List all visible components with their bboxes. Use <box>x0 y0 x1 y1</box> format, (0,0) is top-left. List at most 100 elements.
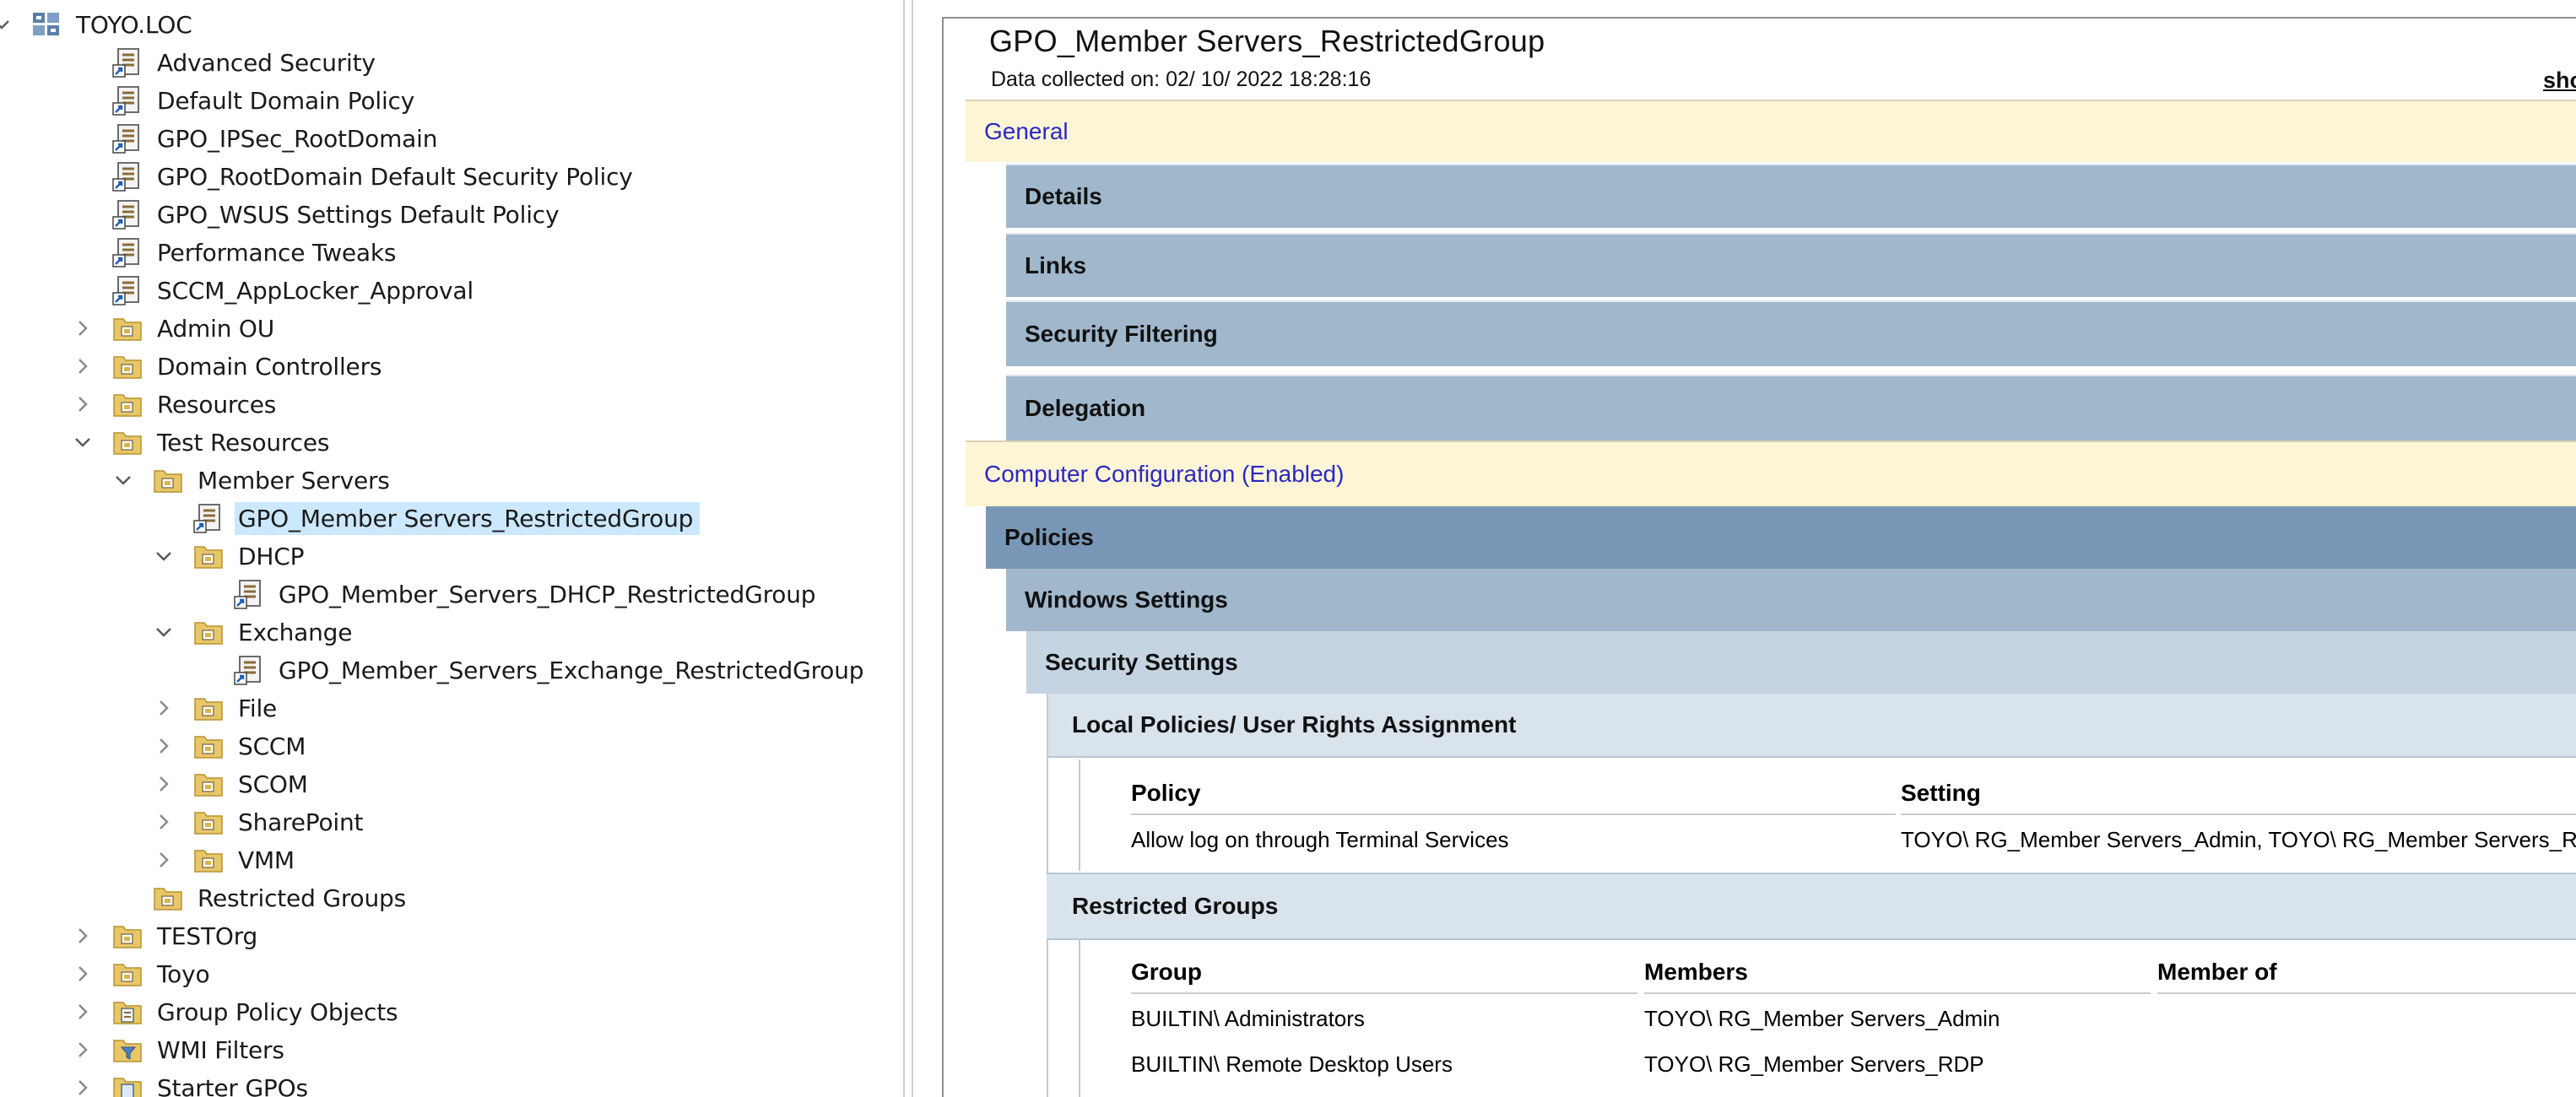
tree-item-gpo-ipsec-rootdomain[interactable]: GPO_IPSec_RootDomain <box>111 120 444 157</box>
chevron-down-icon[interactable] <box>73 432 93 452</box>
section-security-settings[interactable]: Security Settings <box>1026 631 2576 694</box>
tree-item-label[interactable]: DHCP <box>238 542 305 570</box>
tree-item-label[interactable]: Test Resources <box>157 428 330 457</box>
tree-item-sccm-applocker-approval[interactable]: SCCM_AppLocker_Approval <box>111 272 480 309</box>
chevron-right-icon[interactable] <box>73 394 93 414</box>
tree-item-gpo-member-servers-restrictedgroup[interactable]: GPO_Member Servers_RestrictedGroup <box>192 500 701 537</box>
tree-item-label[interactable]: GPO_Member Servers_RestrictedGroup <box>235 501 701 535</box>
tree-item-scom[interactable]: SCOM <box>160 765 315 802</box>
tree-item-sccm[interactable]: SCCM <box>160 727 312 765</box>
section-details-label[interactable]: Details <box>1025 183 1102 209</box>
chevron-right-icon[interactable] <box>73 356 93 376</box>
section-security-settings-label[interactable]: Security Settings <box>1045 649 1238 675</box>
section-general-label[interactable]: General <box>984 118 1069 144</box>
tree-item-label[interactable]: Default Domain Policy <box>157 86 415 115</box>
tree-item-label[interactable]: TESTOrg <box>157 921 258 950</box>
chevron-right-icon[interactable] <box>154 812 174 832</box>
tree-item-label[interactable]: Exchange <box>238 618 353 646</box>
section-delegation-label[interactable]: Delegation <box>1025 395 1146 421</box>
tree-item-testorg[interactable]: TESTOrg <box>78 917 264 954</box>
tree-item-label[interactable]: GPO_Member_Servers_DHCP_RestrictedGroup <box>279 580 816 608</box>
chevron-down-icon[interactable] <box>113 470 133 490</box>
chevron-right-icon[interactable] <box>154 850 174 870</box>
tree-item-dhcp[interactable]: DHCP <box>156 538 311 575</box>
tree-item-resources[interactable]: Resources <box>78 386 283 423</box>
tree-item-toyo-loc[interactable]: TOYO.LOC <box>0 6 199 43</box>
section-security-filtering-label[interactable]: Security Filtering <box>1025 321 1218 347</box>
tree-item-label[interactable]: Performance Tweaks <box>157 238 397 267</box>
section-general[interactable]: General <box>966 100 2576 162</box>
gpo-tree-pane[interactable]: TOYO.LOC Advanced Security Default Domain … <box>0 0 896 1097</box>
tree-item-label[interactable]: Group Policy Objects <box>157 997 398 1026</box>
tree-item-wmi-filters[interactable]: WMI Filters <box>78 1031 291 1068</box>
gpo-report-pane[interactable]: GPO_Member Servers_RestrictedGroup Data … <box>935 0 2576 1097</box>
tree-item-group-policy-objects[interactable]: Group Policy Objects <box>78 993 404 1030</box>
tree-item-exchange[interactable]: Exchange <box>156 613 359 651</box>
tree-item-label[interactable]: GPO_WSUS Settings Default Policy <box>157 200 560 229</box>
chevron-down-icon[interactable] <box>154 546 174 566</box>
chevron-right-icon[interactable] <box>73 926 93 946</box>
chevron-right-icon[interactable] <box>73 1078 93 1097</box>
tree-item-gpo-wsus-settings-default-policy[interactable]: GPO_WSUS Settings Default Policy <box>111 196 566 233</box>
tree-item-restricted-groups[interactable]: Restricted Groups <box>152 879 413 916</box>
tree-item-test-resources[interactable]: Test Resources <box>75 424 336 461</box>
tree-item-label[interactable]: SCOM <box>238 770 308 798</box>
tree-item-label[interactable]: Admin OU <box>157 314 275 343</box>
tree-item-gpo-member-servers-exchange-restrictedgroup[interactable]: GPO_Member_Servers_Exchange_RestrictedGr… <box>233 651 870 689</box>
section-links-label[interactable]: Links <box>1025 252 1087 278</box>
tree-item-label[interactable]: Restricted Groups <box>198 884 406 912</box>
section-policies[interactable]: Policies <box>986 506 2576 569</box>
chevron-down-icon[interactable] <box>0 14 12 35</box>
tree-item-toyo[interactable]: Toyo <box>78 955 216 992</box>
section-user-rights-assignment[interactable]: Local Policies/ User Rights Assignment <box>1047 694 2576 758</box>
tree-item-gpo-member-servers-dhcp-restrictedgroup[interactable]: GPO_Member_Servers_DHCP_RestrictedGroup <box>233 576 822 613</box>
section-computer-configuration-label[interactable]: Computer Configuration (Enabled) <box>984 461 1345 487</box>
tree-item-label[interactable]: Resources <box>157 390 277 419</box>
tree-item-advanced-security[interactable]: Advanced Security <box>111 44 382 81</box>
chevron-right-icon[interactable] <box>73 1002 93 1022</box>
tree-item-label[interactable]: Starter GPOs <box>157 1073 308 1097</box>
section-restricted-groups-label[interactable]: Restricted Groups <box>1072 893 1279 919</box>
chevron-right-icon[interactable] <box>73 318 93 338</box>
tree-item-label[interactable]: Toyo <box>157 959 210 988</box>
section-policies-label[interactable]: Policies <box>1004 524 1094 550</box>
tree-item-label[interactable]: WMI Filters <box>157 1035 284 1064</box>
tree-item-file[interactable]: File <box>160 689 284 727</box>
tree-item-label[interactable]: Advanced Security <box>157 48 376 77</box>
section-details[interactable]: Details <box>1006 164 2576 228</box>
chevron-right-icon[interactable] <box>154 736 174 756</box>
section-delegation[interactable]: Delegation <box>1006 375 2576 440</box>
section-windows-settings[interactable]: Windows Settings <box>1006 569 2576 631</box>
section-user-rights-assignment-label[interactable]: Local Policies/ User Rights Assignment <box>1072 711 1517 738</box>
tree-item-label[interactable]: GPO_Member_Servers_Exchange_RestrictedGr… <box>279 656 864 684</box>
tree-item-performance-tweaks[interactable]: Performance Tweaks <box>111 234 403 271</box>
tree-item-label[interactable]: File <box>238 694 278 722</box>
section-security-filtering[interactable]: Security Filtering <box>1006 300 2576 366</box>
tree-item-label[interactable]: TOYO.LOC <box>76 10 192 39</box>
tree-item-admin-ou[interactable]: Admin OU <box>78 310 281 347</box>
tree-item-gpo-rootdomain-default-security-policy[interactable]: GPO_RootDomain Default Security Policy <box>111 158 640 195</box>
show-all-link[interactable]: sho <box>2543 68 2576 93</box>
tree-item-label[interactable]: GPO_RootDomain Default Security Policy <box>157 162 633 191</box>
chevron-down-icon[interactable] <box>154 622 174 642</box>
pane-splitter[interactable] <box>901 0 917 1097</box>
tree-item-label[interactable]: GPO_IPSec_RootDomain <box>157 124 438 153</box>
tree-item-domain-controllers[interactable]: Domain Controllers <box>78 348 388 385</box>
tree-item-sharepoint[interactable]: SharePoint <box>160 803 370 840</box>
chevron-right-icon[interactable] <box>154 774 174 794</box>
tree-item-member-servers[interactable]: Member Servers <box>116 462 397 499</box>
tree-item-label[interactable]: Domain Controllers <box>157 352 382 381</box>
tree-item-label[interactable]: VMM <box>238 846 295 874</box>
tree-item-label[interactable]: SharePoint <box>238 808 364 836</box>
section-computer-configuration[interactable]: Computer Configuration (Enabled) <box>966 440 2576 506</box>
tree-item-vmm[interactable]: VMM <box>160 841 301 878</box>
section-links[interactable]: Links <box>1006 233 2576 297</box>
tree-item-label[interactable]: Member Servers <box>198 466 390 494</box>
tree-item-default-domain-policy[interactable]: Default Domain Policy <box>111 82 421 119</box>
chevron-right-icon[interactable] <box>73 1040 93 1060</box>
tree-item-starter-gpos[interactable]: Starter GPOs <box>78 1069 315 1097</box>
tree-item-label[interactable]: SCCM <box>238 732 306 760</box>
chevron-right-icon[interactable] <box>73 964 93 984</box>
section-windows-settings-label[interactable]: Windows Settings <box>1025 586 1228 613</box>
chevron-right-icon[interactable] <box>154 698 174 718</box>
